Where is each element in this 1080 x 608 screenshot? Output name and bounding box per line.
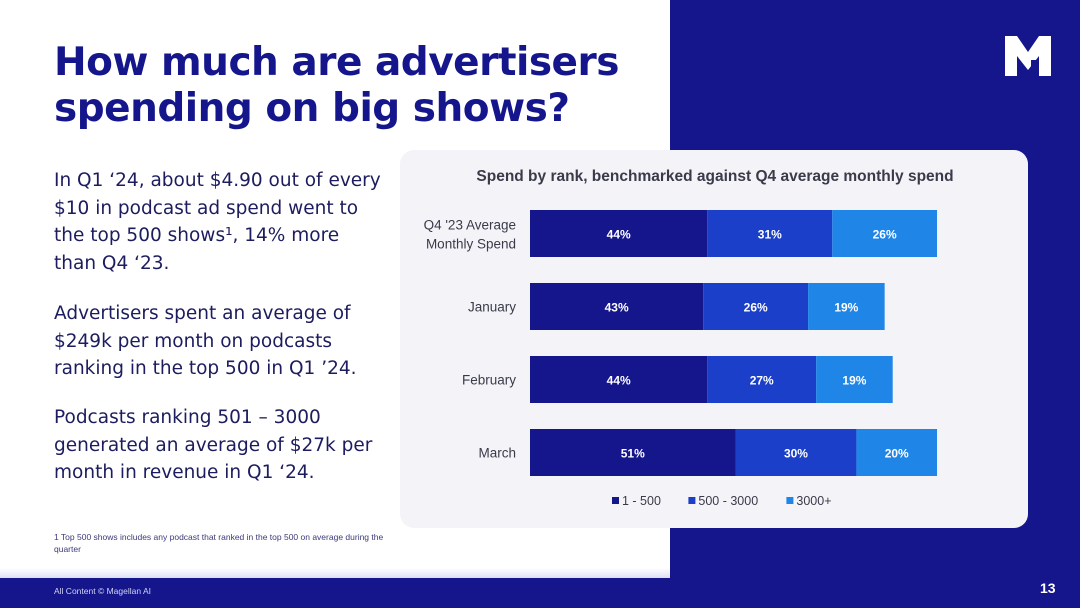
page-number: 13 [1040, 580, 1056, 596]
chart-title: Spend by rank, benchmarked against Q4 av… [476, 168, 954, 185]
category-label: March [478, 446, 516, 461]
data-label: 19% [842, 374, 866, 388]
bar-segment [856, 429, 938, 476]
legend-swatch [612, 497, 619, 504]
footnote: 1 Top 500 shows includes any podcast tha… [54, 532, 384, 554]
data-label: 27% [750, 374, 774, 388]
data-label: 44% [607, 228, 631, 242]
data-label: 20% [885, 447, 909, 461]
data-label: 51% [621, 447, 645, 461]
bar-segment [707, 210, 833, 257]
magellan-m-logo-icon [1005, 36, 1051, 76]
legend-swatch [786, 497, 794, 504]
data-label: 31% [758, 228, 782, 242]
bar-segment [808, 283, 885, 330]
data-label: 43% [605, 301, 629, 315]
bar-segment [703, 283, 809, 330]
bar-segment [530, 210, 708, 257]
bar-segment [530, 429, 736, 476]
copyright: All Content © Magellan AI [54, 586, 151, 596]
bar-segment [816, 356, 893, 403]
bar-segment [832, 210, 938, 257]
bar-segment [707, 356, 817, 403]
page-title: How much are advertisers spending on big… [54, 40, 619, 131]
legend-label: 500 - 3000 [698, 494, 758, 508]
data-label: 19% [834, 301, 858, 315]
category-label: Q4 '23 Average Monthly Spend [424, 218, 516, 252]
legend-label: 3000+ [796, 494, 831, 508]
data-label: 26% [744, 301, 768, 315]
legend-label: 1 - 500 [622, 494, 661, 508]
body-paragraph-2: Advertisers spent an average of $249k pe… [54, 303, 357, 379]
data-label: 26% [873, 228, 897, 242]
footer-band [0, 578, 1080, 608]
stacked-bar-chart: Q4 '23 Average Monthly Spend 44% 31% 26% Janu… [424, 210, 938, 508]
body-paragraph-3: Podcasts ranking 501 – 3000 generated an… [54, 407, 373, 483]
category-label: January [468, 300, 516, 315]
data-label: 44% [607, 374, 631, 388]
category-label: February [462, 373, 516, 388]
body-paragraph-1: In Q1 ‘24, about $4.90 out of every $10 … [54, 170, 381, 274]
legend-swatch [688, 497, 696, 504]
data-label: 30% [784, 447, 808, 461]
bar-segment [530, 283, 704, 330]
bar-segment [735, 429, 857, 476]
bar-segment [530, 356, 708, 403]
